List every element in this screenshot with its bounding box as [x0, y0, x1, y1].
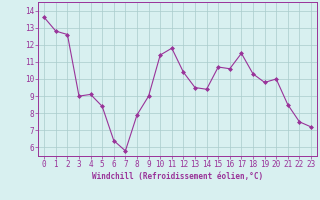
X-axis label: Windchill (Refroidissement éolien,°C): Windchill (Refroidissement éolien,°C) — [92, 172, 263, 181]
